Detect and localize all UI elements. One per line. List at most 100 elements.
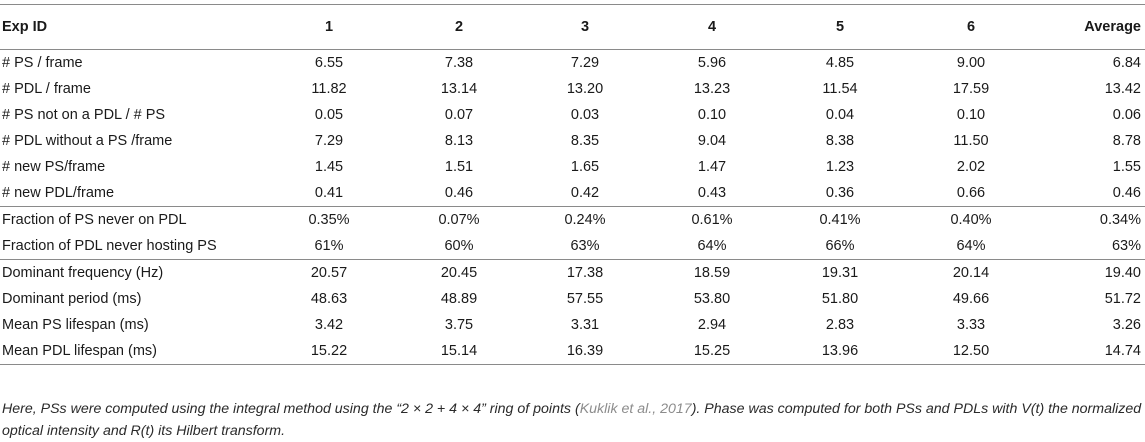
row-label: Dominant period (ms) bbox=[2, 291, 142, 307]
table-cell: 3.75 bbox=[444, 317, 474, 333]
table-cell: 48.63 bbox=[310, 291, 348, 307]
row-label: Fraction of PDL never hosting PS bbox=[2, 238, 217, 254]
column-header: 6 bbox=[904, 4, 1038, 50]
table-cell: 11.54 bbox=[822, 81, 858, 97]
column-header: 5 bbox=[776, 4, 904, 50]
table-cell: 5.96 bbox=[697, 55, 727, 71]
table-cell: 17.38 bbox=[522, 259, 648, 286]
table-row: # PS / frame 6.55 7.38 7.29 5.96 4.85 9.00 6.84 bbox=[0, 50, 1145, 77]
citation-link[interactable]: Kuklik et al., 2017 bbox=[579, 401, 692, 418]
table-cell: 7.29 bbox=[314, 133, 344, 149]
table-cell: 60% bbox=[444, 238, 474, 254]
table-cell: 0.07 bbox=[444, 107, 474, 123]
results-table: Exp ID 1 2 3 4 5 6 Average # PS / frame 6… bbox=[0, 4, 1145, 365]
table-cell: 0.41 bbox=[314, 185, 344, 201]
table-cell: 12.50 bbox=[904, 338, 1038, 365]
column-header: 3 bbox=[522, 4, 648, 50]
table-cell: 66% bbox=[825, 238, 855, 254]
row-label: Mean PDL lifespan (ms) bbox=[0, 338, 262, 365]
table-cell: 53.80 bbox=[693, 291, 731, 307]
table-figure: Exp ID 1 2 3 4 5 6 Average # PS / frame 6… bbox=[0, 4, 1145, 439]
table-cell: 0.43 bbox=[697, 185, 727, 201]
table-cell: 19.40 bbox=[1038, 259, 1145, 286]
table-cell: 0.34% bbox=[1038, 206, 1145, 233]
table-cell: 0.07% bbox=[396, 206, 522, 233]
table-cell: 0.24% bbox=[522, 206, 648, 233]
table-cell: 0.41% bbox=[776, 206, 904, 233]
table-row: Dominant frequency (Hz) 20.57 20.45 17.38 18… bbox=[0, 259, 1145, 286]
table-cell: 17.59 bbox=[952, 81, 990, 97]
table-cell: 19.31 bbox=[776, 259, 904, 286]
table-cell: 20.14 bbox=[904, 259, 1038, 286]
table-cell: 0.35% bbox=[262, 206, 396, 233]
table-cell: 0.06 bbox=[1112, 107, 1141, 123]
table-cell: 8.35 bbox=[570, 133, 600, 149]
table-cell: 7.38 bbox=[444, 55, 474, 71]
table-row: Fraction of PS never on PDL 0.35% 0.07% 0.2… bbox=[0, 206, 1145, 233]
table-cell: 3.31 bbox=[570, 317, 600, 333]
table-body: # PS / frame 6.55 7.38 7.29 5.96 4.85 9.00 6.84… bbox=[0, 50, 1145, 365]
table-cell: 20.45 bbox=[396, 259, 522, 286]
table-cell: 2.83 bbox=[825, 317, 855, 333]
column-header: 2 bbox=[396, 4, 522, 50]
table-cell: 6.55 bbox=[314, 55, 344, 71]
table-cell: 3.26 bbox=[1112, 317, 1141, 333]
table-cell: 13.23 bbox=[693, 81, 731, 97]
column-header: Exp ID bbox=[0, 4, 262, 50]
table-cell: 3.33 bbox=[956, 317, 986, 333]
table-cell: 18.59 bbox=[648, 259, 776, 286]
row-label: # new PDL/frame bbox=[2, 185, 115, 201]
row-label: # PDL / frame bbox=[2, 81, 91, 97]
table-cell: 13.20 bbox=[566, 81, 604, 97]
table-cell: 6.84 bbox=[1112, 55, 1141, 71]
table-cell: 63% bbox=[1111, 238, 1141, 254]
table-cell: 51.80 bbox=[821, 291, 859, 307]
table-cell: 1.47 bbox=[697, 159, 727, 175]
table-cell: 15.22 bbox=[262, 338, 396, 365]
table-cell: 20.57 bbox=[262, 259, 396, 286]
table-cell: 63% bbox=[570, 238, 600, 254]
column-header: Average bbox=[1038, 4, 1145, 50]
table-row: # new PDL/frame 0.41 0.46 0.42 0.43 0.36 0.66 0… bbox=[0, 180, 1145, 207]
table-cell: 0.03 bbox=[570, 107, 600, 123]
table-cell: 0.04 bbox=[825, 107, 855, 123]
table-cell: 14.74 bbox=[1038, 338, 1145, 365]
table-cell: 0.10 bbox=[697, 107, 727, 123]
table-cell: 0.46 bbox=[1112, 185, 1141, 201]
table-cell: 7.29 bbox=[570, 55, 600, 71]
table-cell: 13.14 bbox=[440, 81, 478, 97]
row-label: # PDL without a PS /frame bbox=[2, 133, 173, 149]
table-cell: 0.66 bbox=[956, 185, 986, 201]
table-cell: 48.89 bbox=[440, 291, 478, 307]
table-cell: 8.38 bbox=[825, 133, 855, 149]
table-row: Fraction of PDL never hosting PS 61% 60% 63… bbox=[0, 233, 1145, 260]
table-cell: 0.10 bbox=[956, 107, 986, 123]
table-cell: 0.42 bbox=[570, 185, 600, 201]
row-label: # PS not on a PDL / # PS bbox=[2, 107, 166, 123]
table-cell: 2.94 bbox=[697, 317, 727, 333]
table-cell: 51.72 bbox=[1104, 291, 1141, 307]
table-cell: 9.04 bbox=[697, 133, 727, 149]
table-row: Mean PS lifespan (ms) 3.42 3.75 3.31 2.94 2.8… bbox=[0, 312, 1145, 338]
row-label: Mean PS lifespan (ms) bbox=[2, 317, 149, 333]
column-header: 1 bbox=[262, 4, 396, 50]
table-cell: 1.23 bbox=[825, 159, 855, 175]
table-cell: 15.14 bbox=[396, 338, 522, 365]
column-header: 4 bbox=[648, 4, 776, 50]
table-cell: 0.05 bbox=[314, 107, 344, 123]
table-cell: 1.65 bbox=[570, 159, 600, 175]
table-cell: 2.02 bbox=[956, 159, 986, 175]
table-cell: 0.46 bbox=[444, 185, 474, 201]
row-label: # PS / frame bbox=[2, 55, 83, 71]
table-row: # PDL without a PS /frame 7.29 8.13 8.35 9.0… bbox=[0, 128, 1145, 154]
table-cell: 0.40% bbox=[904, 206, 1038, 233]
header-row: Exp ID 1 2 3 4 5 6 Average bbox=[0, 4, 1145, 50]
table-cell: 3.42 bbox=[314, 317, 344, 333]
table-cell: 8.13 bbox=[444, 133, 474, 149]
table-cell: 0.61% bbox=[648, 206, 776, 233]
table-cell: 1.45 bbox=[314, 159, 344, 175]
row-label: Fraction of PS never on PDL bbox=[0, 206, 262, 233]
table-cell: 49.66 bbox=[952, 291, 990, 307]
table-cell: 11.82 bbox=[311, 81, 347, 97]
table-cell: 9.00 bbox=[956, 55, 986, 71]
